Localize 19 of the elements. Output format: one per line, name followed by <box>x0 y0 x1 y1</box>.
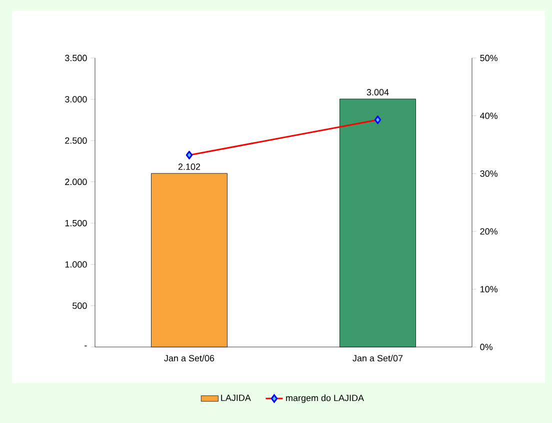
y-tick-label: 2.000 <box>65 178 87 186</box>
y2-tick-label: 50% <box>480 54 498 62</box>
x-tick-label: Jan a Set/07 <box>352 354 403 362</box>
x-tick-label: Jan a Set/06 <box>164 354 214 362</box>
y-tick-label: 500 <box>72 302 87 309</box>
y2-tick-label: 0% <box>480 344 492 350</box>
y2-tick-label: 20% <box>480 228 498 235</box>
y2-tick-label: 10% <box>480 286 498 292</box>
y2-tick-label: 30% <box>480 170 498 177</box>
data-label: 2.102 <box>178 164 200 170</box>
data-label: 3.004 <box>366 89 389 96</box>
y-tick-label: 3.000 <box>65 96 87 102</box>
legend-label: margem do LAJIDA <box>286 394 364 403</box>
y2-tick-label: 40% <box>480 112 498 119</box>
y-tick-label: 2.500 <box>65 137 87 144</box>
y-tick-label: 1.000 <box>65 261 87 268</box>
y-tick-label: 1.500 <box>65 220 87 226</box>
y-tick-label: 3.500 <box>65 54 87 62</box>
legend-label: LAJIDA <box>221 394 251 401</box>
